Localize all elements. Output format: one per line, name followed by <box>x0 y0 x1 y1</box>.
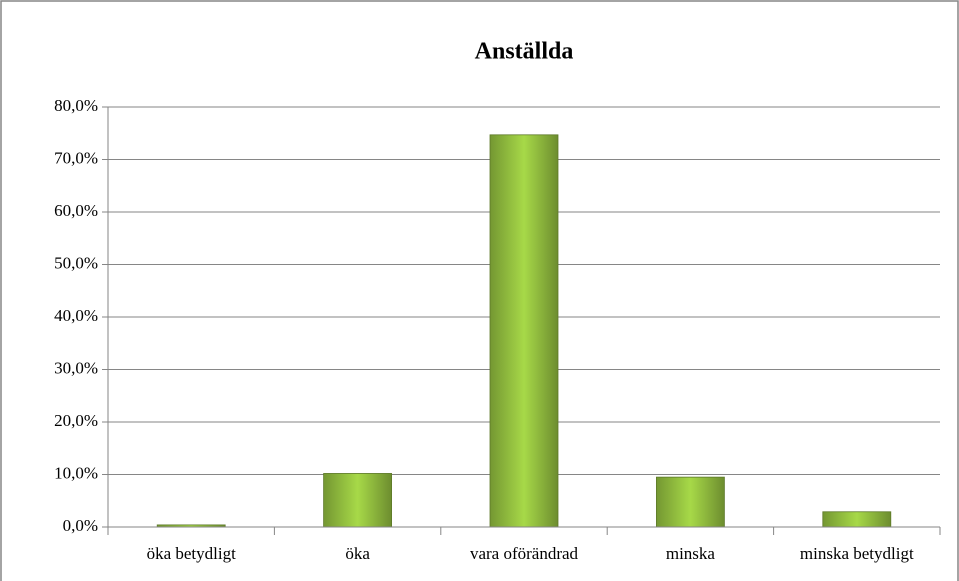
y-tick-label: 70,0% <box>54 148 98 167</box>
y-tick-label: 40,0% <box>54 306 98 325</box>
y-tick-label: 0,0% <box>63 516 98 535</box>
y-tick-label: 80,0% <box>54 96 98 115</box>
y-tick-label: 10,0% <box>54 463 98 482</box>
x-tick-label: öka betydligt <box>147 544 237 563</box>
x-tick-label: minska <box>666 544 716 563</box>
x-tick-label: vara oförändrad <box>470 544 579 563</box>
x-tick-label: öka <box>345 544 370 563</box>
y-tick-label: 60,0% <box>54 201 98 220</box>
y-tick-label: 20,0% <box>54 411 98 430</box>
bar <box>323 473 393 528</box>
x-tick-label: minska betydligt <box>800 544 914 563</box>
y-tick-label: 50,0% <box>54 253 98 272</box>
y-tick-label: 30,0% <box>54 358 98 377</box>
chart-title: Anställda <box>475 39 574 65</box>
bar <box>822 511 892 528</box>
bar <box>489 134 559 528</box>
bar <box>656 476 725 528</box>
